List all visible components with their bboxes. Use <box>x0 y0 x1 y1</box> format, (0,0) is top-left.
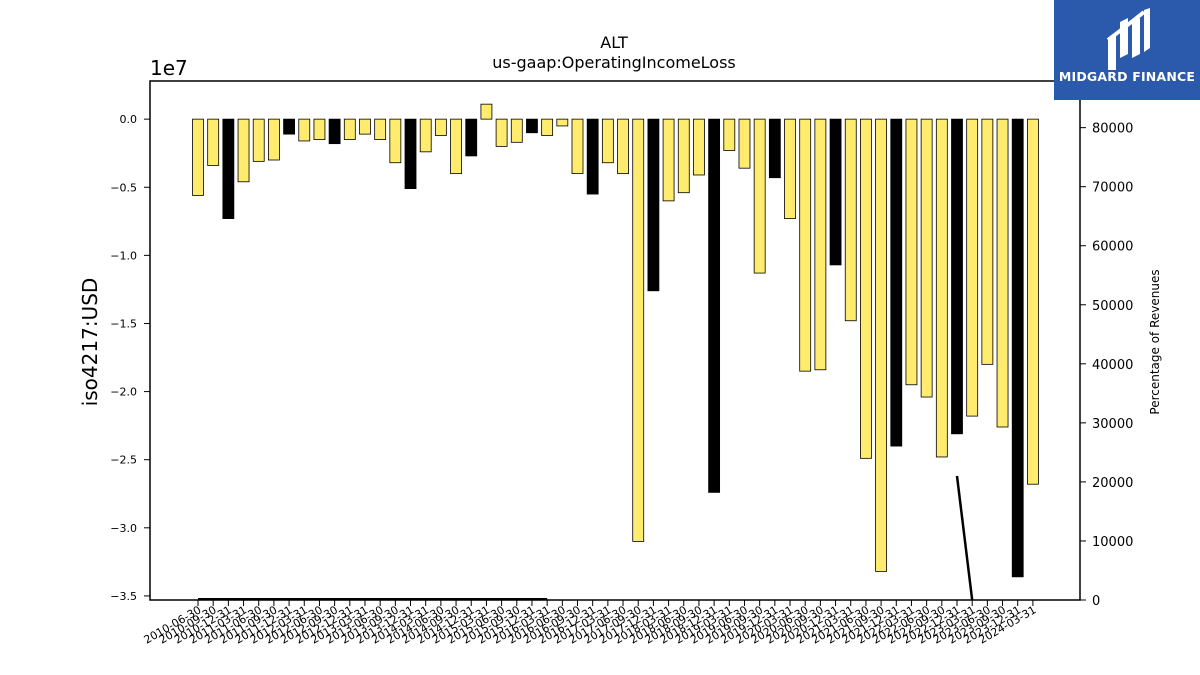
bar-2011-03-31 <box>237 118 250 183</box>
bar-2019-06-30 <box>738 118 751 169</box>
y2-tick-label: 40000 <box>1092 358 1133 373</box>
bar-2021-12-31 <box>890 118 903 447</box>
percentage-line <box>955 475 974 601</box>
bar-2015-12-31 <box>526 118 538 134</box>
bar-2010-12-31 <box>222 118 235 219</box>
y-tick-label: 0.0 <box>120 113 138 126</box>
bar-2013-09-30 <box>389 118 402 164</box>
y2-tick-label: 0 <box>1092 594 1100 609</box>
bar-2024-03-31 <box>1027 118 1039 485</box>
bar-2013-06-30 <box>374 118 387 140</box>
bar-2022-12-31 <box>951 118 963 435</box>
bar-2012-09-30 <box>328 118 341 145</box>
bar-2022-03-31 <box>905 118 918 386</box>
bar-2012-03-31 <box>298 118 311 142</box>
y2-axis-label: Percentage of Revenues <box>1148 269 1162 414</box>
bar-2019-09-30 <box>753 118 766 274</box>
bar-2023-06-30 <box>981 118 994 365</box>
bar-2011-12-31 <box>283 118 295 135</box>
bars-layer <box>192 103 1039 578</box>
y-tick-label: −2.0 <box>110 386 137 399</box>
bar-2022-06-30 <box>920 118 933 398</box>
bar-2018-09-30 <box>693 118 705 176</box>
bar-2020-12-31 <box>829 118 842 266</box>
bar-2015-09-30 <box>510 118 523 143</box>
y2-tick-label: 20000 <box>1092 476 1133 491</box>
bar-2012-06-30 <box>313 118 326 140</box>
axes-layer: 0.0 −0.5 −1.0 −1.5 −2.0 −2.5 −3.0 −3.5 0 10000 200… <box>110 80 1133 647</box>
bar-2014-12-31 <box>465 118 478 157</box>
bar-2016-06-30 <box>556 118 569 127</box>
y-tick-label: −1.5 <box>110 317 137 330</box>
bar-2010-09-30 <box>207 118 220 166</box>
y-tick-label: −3.5 <box>110 590 137 603</box>
y2-tick-label: 30000 <box>1092 417 1133 432</box>
y-scale-label: 1e7 <box>150 56 188 80</box>
bar-2011-06-30 <box>252 118 265 162</box>
bar-2017-09-30 <box>632 118 645 542</box>
bar-2014-03-31 <box>419 118 432 153</box>
bar-2014-09-30 <box>450 118 462 175</box>
bar-2016-12-31 <box>586 118 599 195</box>
y-tick-label: −1.0 <box>110 249 137 262</box>
y-tick-label: −2.5 <box>110 454 137 467</box>
bar-2016-09-30 <box>571 118 584 175</box>
y2-tick-label: 50000 <box>1092 299 1133 314</box>
bar-2017-03-31 <box>601 118 614 164</box>
y2-tick-label: 80000 <box>1092 122 1133 137</box>
bar-2011-09-30 <box>267 118 280 161</box>
bar-2020-09-30 <box>814 118 827 371</box>
bar-2018-12-31 <box>708 118 721 493</box>
bar-2015-06-30 <box>495 118 508 147</box>
bar-2023-03-31 <box>966 118 979 417</box>
bar-2015-03-31 <box>480 103 493 120</box>
bar-2018-03-31 <box>662 118 675 202</box>
bar-2021-03-31 <box>844 118 857 322</box>
brand-logo: MIDGARD FINANCE <box>1054 0 1200 100</box>
bar-2023-12-31 <box>1011 118 1024 578</box>
y-axis-label: iso4217:USD <box>78 278 102 407</box>
bar-2016-03-31 <box>541 118 554 136</box>
y-tick-label: −0.5 <box>110 181 137 194</box>
line-layer <box>198 475 974 601</box>
y2-tick-label: 60000 <box>1092 240 1133 255</box>
bar-2021-06-30 <box>860 118 872 459</box>
bar-2023-09-30 <box>996 118 1009 428</box>
bar-2013-12-31 <box>404 118 417 190</box>
brand-logo-text: MIDGARD FINANCE <box>1058 69 1196 84</box>
y2-tick-label: 10000 <box>1092 535 1133 550</box>
chart-title: ALT <box>600 33 628 52</box>
bar-2019-03-31 <box>723 118 736 151</box>
bar-2013-03-31 <box>359 118 371 135</box>
bar-2017-12-31 <box>647 118 660 292</box>
y2-tick-label: 70000 <box>1092 181 1133 196</box>
bar-2022-09-30 <box>935 118 948 458</box>
chart-subtitle: us-gaap:OperatingIncomeLoss <box>492 53 736 72</box>
y-tick-label: −3.0 <box>110 522 137 535</box>
bar-2021-09-30 <box>875 118 887 572</box>
bar-2012-12-31 <box>343 118 356 140</box>
bar-2019-12-31 <box>768 118 781 179</box>
bar-2017-06-30 <box>617 118 629 175</box>
midgard-logo-icon <box>1106 8 1150 70</box>
bar-2010-06-30 <box>192 118 204 196</box>
bar-2020-06-30 <box>799 118 812 372</box>
bar-2020-03-31 <box>784 118 796 219</box>
bar-2018-06-30 <box>677 118 690 194</box>
bar-2014-06-30 <box>434 118 447 136</box>
plot-frame <box>149 80 1081 601</box>
